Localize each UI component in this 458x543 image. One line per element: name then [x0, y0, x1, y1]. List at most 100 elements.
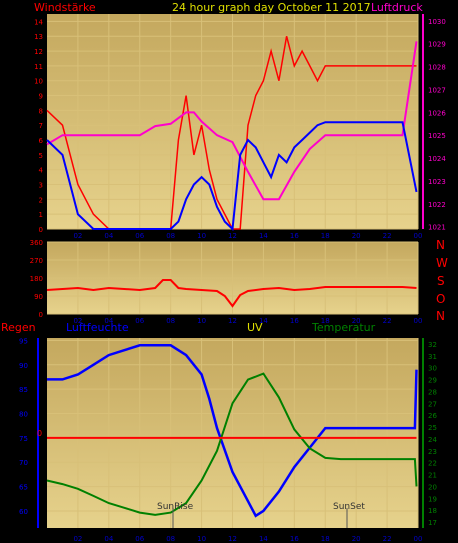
y-left-tick-label: 5: [39, 152, 43, 160]
y-tick-label: 360: [30, 239, 43, 247]
x-tick-label: 08: [166, 232, 175, 240]
y-left-tick-label: 9: [39, 93, 43, 101]
x-tick-label: 06: [135, 535, 144, 543]
y-right-tick-label: 22: [428, 460, 437, 468]
y-right-tick-label: 27: [428, 400, 437, 408]
wind-direction-line: [46, 279, 417, 308]
y-left-tick-label: 2: [39, 196, 43, 204]
x-tick-label: 12: [228, 232, 237, 240]
y-tick-label: 90: [34, 293, 43, 301]
y-left-tick-label: 3: [39, 182, 43, 190]
y-left-tick-label: 65: [19, 484, 28, 492]
x-tick-label: 00: [414, 317, 423, 325]
x-tick-label: 00: [414, 535, 423, 543]
y-right-tick-label: 1024: [428, 155, 446, 163]
x-tick-label: 18: [321, 535, 330, 543]
x-tick-label: 00: [414, 232, 423, 240]
temperature-line: [46, 372, 418, 516]
y-left-tick-label: 11: [34, 63, 43, 71]
y-right-tick-label: 1023: [428, 178, 446, 186]
x-tick-label: 12: [228, 317, 237, 325]
x-tick-label: 04: [104, 535, 113, 543]
y-left-tick-label: 7: [39, 122, 43, 130]
y-right-tick-label: 24: [428, 436, 437, 444]
x-tick-label: 06: [135, 317, 144, 325]
x-tick-label: 18: [321, 317, 330, 325]
y-left-tick-label: 8: [39, 107, 43, 115]
y-right-tick-label: 17: [428, 519, 437, 527]
y-left-tick-label: 6: [39, 137, 44, 145]
y-right-tick-label: 23: [428, 448, 437, 456]
x-tick-label: 08: [166, 317, 175, 325]
y-left-tick-label: 13: [34, 33, 43, 41]
pressure-title: Luftdruck: [371, 1, 423, 14]
dir-label-n1: N: [436, 238, 445, 252]
x-tick-label: 14: [259, 317, 268, 325]
x-tick-label: 16: [290, 535, 299, 543]
y-right-tick-label: 1025: [428, 132, 446, 140]
x-tick-label: 04: [104, 317, 113, 325]
dir-label-o: O: [436, 292, 445, 306]
x-tick-label: 06: [135, 232, 144, 240]
dir-label-s: S: [437, 274, 445, 288]
y-right-tick-label: 25: [428, 424, 437, 432]
x-tick-label: 12: [228, 535, 237, 543]
y-tick-label: 270: [30, 257, 43, 265]
x-tick-label: 22: [383, 317, 392, 325]
y-tick-label: 0: [39, 311, 43, 319]
x-tick-label: 22: [383, 535, 392, 543]
y-left-tick-label: 70: [19, 459, 28, 467]
y-right-tick-label: 19: [428, 495, 437, 503]
y-right-tick-label: 21: [428, 472, 437, 480]
rain-zero-label: 0: [37, 429, 42, 438]
x-tick-label: 08: [166, 535, 175, 543]
y-right-tick-label: 1030: [428, 18, 446, 26]
y-right-tick-label: 1029: [428, 41, 446, 49]
x-tick-label: 14: [259, 535, 268, 543]
wind-title: Windstärke: [34, 1, 96, 14]
y-right-tick-label: 18: [428, 507, 437, 515]
chart-title: 24 hour graph day October 11 2017: [172, 1, 371, 14]
sunrise-label: SunRise: [157, 502, 194, 512]
x-tick-label: 20: [352, 232, 361, 240]
x-tick-label: 02: [73, 232, 82, 240]
y-right-tick-label: 1021: [428, 224, 446, 232]
y-left-tick-label: 85: [19, 386, 28, 394]
sunset-label: SunSet: [333, 502, 365, 512]
y-right-tick-label: 1028: [428, 64, 446, 72]
x-tick-label: 20: [352, 535, 361, 543]
x-tick-label: 16: [290, 232, 299, 240]
wind-avg-line: [46, 121, 418, 232]
humidity-title: Luftfeuchte: [66, 321, 129, 334]
y-left-tick-label: 14: [34, 18, 43, 26]
y-right-tick-label: 31: [428, 353, 437, 361]
x-tick-label: 10: [197, 535, 206, 543]
y-right-tick-label: 1027: [428, 86, 446, 94]
x-tick-label: 16: [290, 317, 299, 325]
humidity-line: [47, 344, 418, 518]
x-tick-label: 20: [352, 317, 361, 325]
pressure-line: [46, 41, 418, 201]
dir-label-w: W: [436, 256, 448, 270]
y-tick-label: 180: [30, 275, 43, 283]
x-tick-label: 04: [104, 232, 113, 240]
y-left-tick-label: 0: [39, 226, 43, 234]
y-left-tick-label: 10: [34, 78, 43, 86]
x-tick-label: 10: [197, 232, 206, 240]
y-left-tick-label: 1: [39, 211, 43, 219]
rain-title: Regen: [1, 321, 36, 334]
x-tick-label: 02: [73, 535, 82, 543]
temperature-title: Temperatur: [311, 321, 376, 334]
x-tick-label: 18: [321, 232, 330, 240]
y-left-tick-label: 80: [19, 411, 28, 419]
uv-title: UV: [247, 321, 263, 334]
y-left-tick-label: 12: [34, 48, 43, 56]
x-tick-label: 10: [197, 317, 206, 325]
y-right-tick-label: 28: [428, 388, 437, 396]
y-right-tick-label: 1022: [428, 201, 446, 209]
x-tick-label: 14: [259, 232, 268, 240]
y-left-tick-label: 90: [19, 362, 28, 370]
y-right-tick-label: 1026: [428, 109, 446, 117]
y-left-tick-label: 4: [39, 167, 44, 175]
